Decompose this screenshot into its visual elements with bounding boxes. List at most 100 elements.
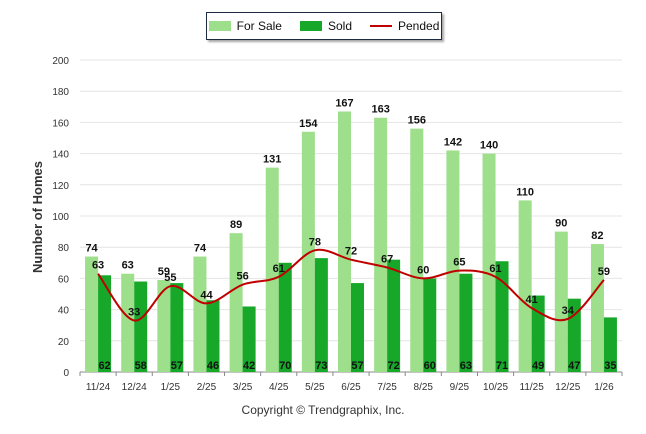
data-label-for-sale: 142 [444,136,462,148]
x-tick-label: 5/25 [305,382,325,393]
x-tick-label: 12/24 [122,382,147,393]
legend-label-for-sale: For Sale [236,19,282,33]
data-label-pended: 41 [526,294,538,306]
bar-sold [495,261,509,372]
data-label-sold: 46 [207,360,219,372]
y-tick-label: 100 [52,212,69,223]
copyright-credit: Copyright © Trendgraphix, Inc. [241,403,405,417]
bar-for-sale [554,231,568,372]
x-tick-label: 8/25 [414,382,434,393]
data-label-sold: 58 [135,360,147,372]
x-tick-label: 1/25 [161,382,181,393]
data-label-for-sale: 167 [335,97,353,109]
y-tick-label: 160 [52,118,69,129]
data-label-pended: 55 [164,272,176,284]
bar-sold [314,258,328,372]
bar-sold [603,317,617,372]
data-label-for-sale: 131 [263,154,281,166]
bar-sold [423,278,437,372]
bar-for-sale [301,131,315,372]
x-tick-label: 12/25 [555,382,580,393]
data-label-for-sale: 82 [591,230,603,242]
data-label-pended: 72 [345,246,357,258]
legend-label-sold: Sold [327,19,352,33]
bar-sold [278,262,292,372]
bar-for-sale [265,167,279,372]
bar-for-sale [410,128,424,372]
data-label-for-sale: 163 [371,104,389,116]
y-tick-label: 20 [58,337,70,348]
data-labels: 74 62 63 58 59 57 74 46 89 42 131 70 154 73 167 57 163 72… [85,97,616,372]
data-label-for-sale: 74 [85,243,98,255]
data-label-sold: 49 [532,360,544,372]
data-label-sold: 57 [171,360,183,372]
legend: For Sale Sold Pended [206,12,442,40]
data-label-pended: 78 [309,236,321,248]
bar-for-sale [338,111,351,372]
bar-for-sale [518,200,532,372]
data-label-pended: 63 [92,260,104,272]
x-tick-label: 3/25 [233,382,253,393]
data-label-pended: 44 [200,289,213,301]
bar-sold [98,275,112,372]
y-tick-label: 80 [58,243,70,254]
y-tick-label: 140 [52,150,69,161]
data-label-pended: 33 [128,307,140,319]
data-label-sold: 62 [98,360,110,372]
bar-for-sale [193,256,207,372]
data-label-pended: 61 [273,263,285,275]
y-tick-label: 180 [52,87,69,98]
data-label-sold: 73 [315,360,327,372]
data-label-for-sale: 140 [480,140,498,152]
data-label-for-sale: 89 [230,219,242,231]
y-tick-label: 60 [58,274,70,285]
data-label-pended: 59 [598,266,610,278]
x-tick-label: 10/25 [483,382,508,393]
x-tick-label: 11/25 [520,382,545,393]
legend-swatch-for-sale [208,21,231,31]
bar-for-sale [482,153,496,372]
legend-swatch-pended [370,25,392,27]
bar-sold [134,281,148,372]
data-label-pended: 34 [562,305,575,317]
data-label-for-sale: 63 [122,260,134,272]
pended-line [97,248,605,322]
bar-sold [387,259,401,372]
data-label-for-sale: 74 [194,243,207,255]
x-tick-label: 1/26 [594,382,614,393]
legend-item-pended[interactable]: Pended [370,19,439,33]
x-tick-label: 9/25 [450,382,470,393]
data-label-pended: 67 [381,253,393,265]
bar-for-sale [374,117,388,372]
data-label-sold: 35 [604,360,616,372]
pended-series-line [97,248,605,322]
x-axis: 11/24 12/24 1/25 2/25 3/25 4/25 5/25 6/25 7/25 8/… [79,372,623,393]
bar-sold [206,300,220,372]
legend-item-for-sale[interactable]: For Sale [208,19,282,33]
data-label-for-sale: 154 [299,118,318,130]
bar-for-sale [446,150,460,372]
data-label-sold: 47 [568,360,580,372]
data-label-for-sale: 90 [555,218,567,230]
data-label-sold: 57 [351,360,363,372]
bar-for-sale [590,244,604,372]
bar-for-sale [229,233,243,372]
legend-item-sold[interactable]: Sold [299,19,352,33]
legend-swatch-sold [299,21,322,31]
bar-sold [459,273,473,372]
y-tick-label: 120 [52,181,69,192]
y-tick-label: 200 [52,56,69,67]
bar-sold [170,283,184,372]
x-tick-label: 7/25 [377,382,397,393]
data-label-sold: 72 [388,360,400,372]
bar-sold [242,306,256,372]
data-label-for-sale: 59 [158,266,170,278]
data-label-sold: 71 [496,360,508,372]
y-axis-title: Number of Homes [30,161,45,273]
data-label-for-sale: 110 [516,186,534,198]
data-label-sold: 42 [243,360,255,372]
bar-for-sale [85,256,99,372]
data-label-sold: 63 [460,360,472,372]
x-tick-label: 6/25 [341,382,361,393]
